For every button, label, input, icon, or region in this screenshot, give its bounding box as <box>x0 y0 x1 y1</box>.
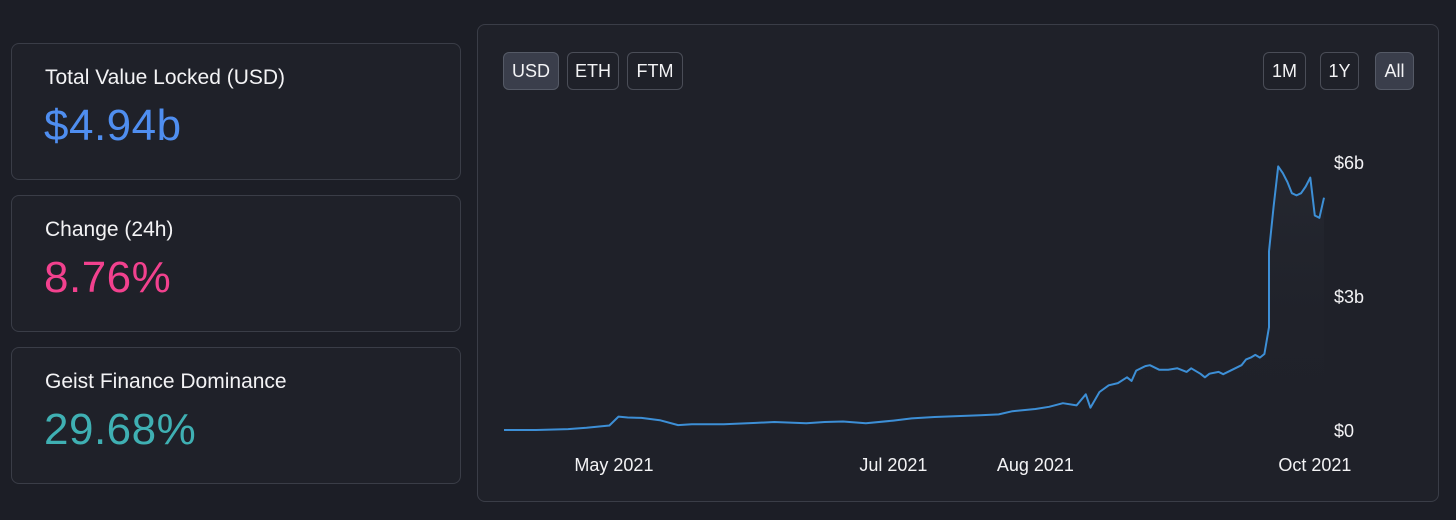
tvl-area <box>504 166 1324 430</box>
tvl-line <box>504 165 1325 431</box>
range-all-button[interactable]: All <box>1375 52 1414 90</box>
y-tick-label: $6b <box>1334 153 1364 173</box>
ftm-button[interactable]: FTM <box>627 52 683 90</box>
y-tick-label: $0 <box>1334 421 1354 441</box>
x-tick-label: Aug 2021 <box>997 455 1074 475</box>
range-1y-button[interactable]: 1Y <box>1320 52 1359 90</box>
tvl-label: Total Value Locked (USD) <box>45 66 286 89</box>
y-tick-label: $3b <box>1334 287 1364 307</box>
change-value: 8.76% <box>44 253 172 302</box>
dominance-value: 29.68% <box>44 405 197 454</box>
eth-button[interactable]: ETH <box>567 52 619 90</box>
x-tick-label: Oct 2021 <box>1278 455 1351 475</box>
dominance-label: Geist Finance Dominance <box>45 370 287 393</box>
tvl-value: $4.94b <box>44 101 182 150</box>
tvl-card: Total Value Locked (USD) $4.94b <box>11 43 461 180</box>
x-tick-label: May 2021 <box>574 455 653 475</box>
chart-panel: USD ETH FTM 1M 1Y All $0 $3b $6b May 2021 J… <box>477 24 1439 502</box>
dominance-card: Geist Finance Dominance 29.68% <box>11 347 461 484</box>
range-1m-button[interactable]: 1M <box>1263 52 1306 90</box>
change-label: Change (24h) <box>45 218 174 241</box>
x-tick-label: Jul 2021 <box>859 455 927 475</box>
change-card: Change (24h) 8.76% <box>11 195 461 332</box>
usd-button[interactable]: USD <box>503 52 559 90</box>
tvl-chart: $0 $3b $6b May 2021 Jul 2021 Aug 2021 Oct 202… <box>504 153 1364 475</box>
